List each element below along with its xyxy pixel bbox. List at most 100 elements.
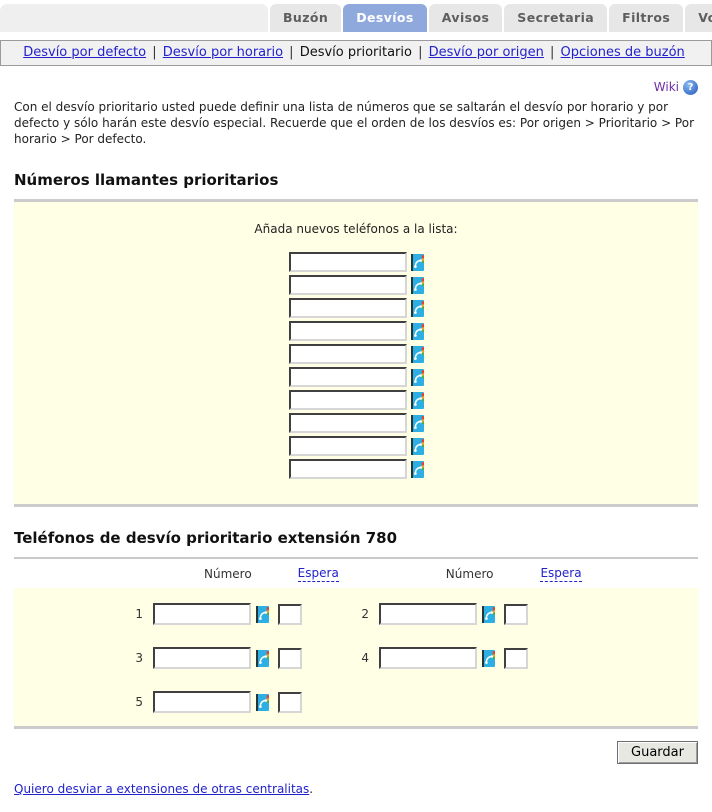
column-header-wait[interactable]: Espera <box>297 566 339 582</box>
subnav-separator: | <box>413 45 427 60</box>
add-number-row <box>14 459 698 479</box>
tab-label: Filtros <box>622 10 671 25</box>
phonebook-icon[interactable] <box>410 460 424 478</box>
question-mark-icon[interactable]: ? <box>683 80 698 95</box>
add-number-row <box>14 298 698 318</box>
add-numbers-panel: Añada nuevos teléfonos a la lista: <box>14 199 698 507</box>
subnav-separator: | <box>545 45 559 60</box>
list-header: Número Espera Número Espera <box>14 557 698 588</box>
entry-index: 2 <box>361 607 369 621</box>
phonebook-icon[interactable] <box>410 345 424 363</box>
add-number-row <box>14 275 698 295</box>
entry-index: 4 <box>361 651 369 665</box>
add-number-row <box>14 413 698 433</box>
forward-entry: 4 <box>345 644 571 672</box>
subnav-item: Desvío por origen | <box>429 45 561 60</box>
new-number-input[interactable] <box>288 413 407 433</box>
phonebook-icon[interactable] <box>410 368 424 386</box>
forward-number-input[interactable] <box>379 647 477 669</box>
other-pbx-link[interactable]: Quiero desviar a extensiones de otras ce… <box>14 782 310 796</box>
add-number-list <box>14 252 698 479</box>
subnav-link: Desvío prioritario <box>299 45 412 60</box>
phonebook-icon[interactable] <box>482 605 495 623</box>
forward-entry: 2 <box>345 600 571 628</box>
new-number-input[interactable] <box>288 252 407 272</box>
footer: Quiero desviar a extensiones de otras ce… <box>14 782 698 796</box>
phonebook-icon[interactable] <box>256 605 269 623</box>
section-title-forward-phones: Teléfonos de desvío prioritario extensió… <box>14 529 398 547</box>
subnav-link[interactable]: Desvío por origen <box>428 45 544 60</box>
save-button[interactable]: Guardar <box>617 741 698 764</box>
add-number-row <box>14 344 698 364</box>
subnav-link[interactable]: Desvío por defecto <box>23 45 147 60</box>
add-instruction: Añada nuevos teléfonos a la lista: <box>254 222 458 236</box>
add-number-row <box>14 321 698 341</box>
entry-index: 1 <box>135 607 143 621</box>
tab-spacer <box>0 4 268 32</box>
subnav-link[interactable]: Opciones de buzón <box>560 45 685 60</box>
wait-seconds-input[interactable] <box>278 647 302 669</box>
phonebook-icon[interactable] <box>410 437 424 455</box>
phonebook-icon[interactable] <box>410 322 424 340</box>
tabs: Buzón Desvíos Avisos Secretaria Filtros … <box>268 4 712 32</box>
subnav-separator: | <box>285 45 298 60</box>
new-number-input[interactable] <box>288 459 407 479</box>
phonebook-icon[interactable] <box>410 276 424 294</box>
column-header-wait[interactable]: Espera <box>540 566 582 582</box>
forward-number-input[interactable] <box>153 691 251 713</box>
priority-entries: 1 2 <box>14 600 698 716</box>
wait-seconds-input[interactable] <box>504 647 528 669</box>
tab-label: VoIP <box>698 10 712 25</box>
column-header-number: Número <box>204 567 252 581</box>
tab-label: Secretaria <box>517 10 595 25</box>
new-number-input[interactable] <box>288 367 407 387</box>
entry-index: 3 <box>135 651 143 665</box>
phonebook-icon[interactable] <box>410 253 424 271</box>
new-number-input[interactable] <box>288 390 407 410</box>
entry-index: 5 <box>135 695 143 709</box>
forward-number-input[interactable] <box>153 647 251 669</box>
section-title-priority-numbers: Números llamantes prioritarios <box>14 171 279 189</box>
tab-label: Desvíos <box>356 10 414 25</box>
phonebook-icon[interactable] <box>410 391 424 409</box>
phonebook-icon[interactable] <box>410 299 424 317</box>
tab[interactable]: Desvíos <box>343 4 427 32</box>
forward-number-input[interactable] <box>153 603 251 625</box>
new-number-input[interactable] <box>288 298 407 318</box>
tab-label: Buzón <box>283 10 329 25</box>
wait-seconds-input[interactable] <box>278 603 302 625</box>
add-number-row <box>14 390 698 410</box>
forward-entry: 1 <box>119 600 345 628</box>
wiki-link[interactable]: Wiki <box>653 80 679 94</box>
footer-suffix: . <box>309 782 314 796</box>
subnav-item: Desvío prioritario | <box>300 45 429 60</box>
tab[interactable]: Buzón <box>270 4 342 32</box>
tab[interactable]: Secretaria <box>504 4 608 32</box>
phonebook-icon[interactable] <box>256 649 269 667</box>
phonebook-icon[interactable] <box>410 414 424 432</box>
forward-entries-panel: 1 2 <box>14 588 698 729</box>
subnav-item: Opciones de buzón <box>561 45 689 60</box>
tab[interactable]: VoIP <box>685 4 712 32</box>
new-number-input[interactable] <box>288 436 407 456</box>
tab-label: Avisos <box>441 10 490 25</box>
phonebook-icon[interactable] <box>482 649 495 667</box>
forward-entry: 5 <box>119 688 345 716</box>
new-number-input[interactable] <box>288 321 407 341</box>
add-number-row <box>14 252 698 272</box>
tab[interactable]: Filtros <box>609 4 684 32</box>
add-number-row <box>14 367 698 387</box>
forward-number-input[interactable] <box>379 603 477 625</box>
tab[interactable]: Avisos <box>428 4 503 32</box>
subnav: Desvío por defecto | Desvío por horario … <box>0 40 712 66</box>
subnav-separator: | <box>148 45 161 60</box>
wait-seconds-input[interactable] <box>504 603 528 625</box>
wait-seconds-input[interactable] <box>278 691 302 713</box>
subnav-item: Desvío por defecto | <box>23 45 163 60</box>
new-number-input[interactable] <box>288 344 407 364</box>
add-number-row <box>14 436 698 456</box>
new-number-input[interactable] <box>288 275 407 295</box>
subnav-link[interactable]: Desvío por horario <box>162 45 284 60</box>
phonebook-icon[interactable] <box>256 693 269 711</box>
